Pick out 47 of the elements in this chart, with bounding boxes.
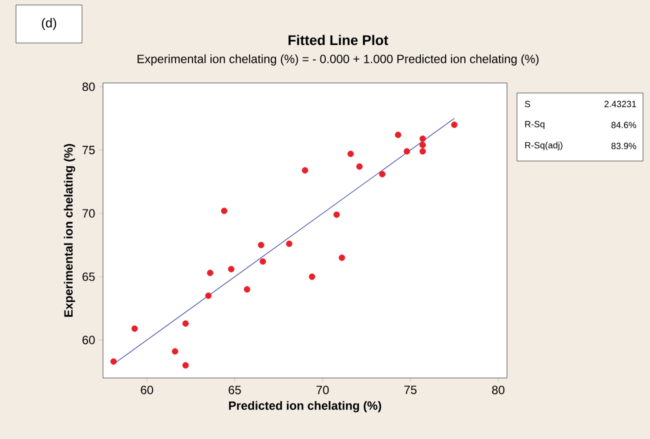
point	[258, 242, 264, 248]
x-tick-label: 75	[404, 386, 417, 394]
text: 83.9%	[611, 142, 636, 150]
y-tick-label: 70	[82, 209, 95, 218]
text: (d)	[42, 18, 56, 30]
point	[308, 273, 316, 280]
x-tick-label: 70	[316, 386, 329, 394]
point	[260, 258, 266, 265]
point	[221, 208, 228, 214]
x-tick-label: 65	[228, 386, 241, 394]
point	[356, 163, 363, 170]
point	[347, 150, 354, 158]
point	[110, 358, 117, 365]
chart-title: Fitted Line Plot	[288, 34, 388, 46]
point	[333, 211, 340, 218]
point	[286, 240, 292, 247]
point	[205, 292, 212, 299]
y-axis-title: Experimental ion chelating (%)	[64, 144, 76, 317]
point	[394, 132, 402, 138]
point	[228, 266, 234, 272]
point	[131, 325, 138, 332]
point	[182, 362, 189, 369]
point	[244, 286, 250, 293]
y-tick-label: 75	[82, 146, 95, 154]
point	[379, 170, 386, 178]
y-tick-label: 65	[82, 272, 95, 281]
chart-subtitle: Experimental ion chelating (%) = - 0.000 + 1.000 Predicted ion chelating (%)	[138, 54, 539, 66]
text: S	[524, 100, 530, 108]
text: R-Sq	[525, 120, 544, 130]
point	[419, 142, 426, 148]
point	[419, 148, 426, 155]
point	[451, 122, 458, 128]
text: 2.43231	[604, 100, 636, 108]
point	[172, 348, 178, 355]
y-tick-label: 60	[82, 336, 95, 344]
y-tick-label: 80	[82, 82, 95, 92]
point	[206, 270, 214, 276]
point	[302, 167, 308, 174]
text: R-Sq(adj)	[525, 142, 562, 150]
x-axis-title: Predicted ion chelating (%)	[229, 401, 382, 412]
x-tick-label: 60	[140, 386, 154, 394]
x-tick-label: 80	[492, 386, 504, 394]
point	[338, 254, 346, 261]
point	[404, 148, 410, 155]
point	[182, 320, 189, 327]
point	[419, 135, 426, 142]
text: 84.6%	[611, 122, 636, 128]
